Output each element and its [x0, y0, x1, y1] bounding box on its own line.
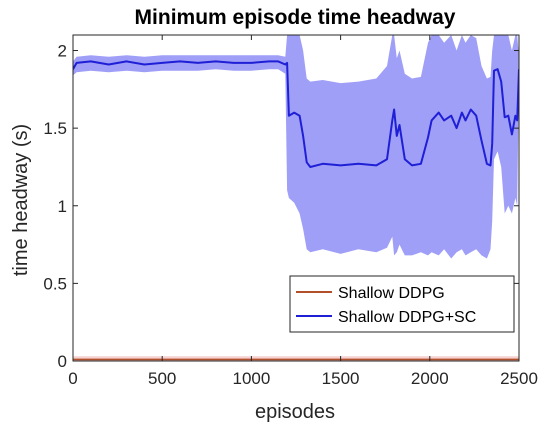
legend-box [289, 275, 515, 333]
x-tick-label: 0 [68, 369, 77, 388]
x-tick-label: 2000 [411, 369, 449, 388]
y-tick-label: 0.5 [43, 274, 67, 293]
x-tick-label: 1500 [322, 369, 360, 388]
y-tick-label: 0 [58, 352, 67, 371]
axes: 0 500 1000 1500 2000 2500 0 0.5 1 1.5 2 [43, 34, 538, 388]
legend-label-2: Shallow DDPG+SC [338, 309, 476, 326]
series-line-2 [73, 60, 519, 168]
legend-label-1: Shallow DDPG [338, 285, 445, 302]
chart-title: Minimum episode time headway [135, 6, 456, 29]
x-tick-label: 1000 [232, 369, 270, 388]
legend: Shallow DDPG Shallow DDPG+SC [289, 275, 515, 333]
series-band-2 [73, 35, 519, 259]
y-axis-label: time headway (s) [10, 124, 32, 276]
x-axis-label: episodes [255, 401, 335, 423]
series-lines [73, 60, 519, 361]
x-tick-label: 500 [148, 369, 176, 388]
plot-frame [72, 34, 520, 362]
y-tick-label: 2 [58, 42, 67, 61]
y-tick-label: 1 [58, 197, 67, 216]
x-tick-label: 2500 [500, 369, 538, 388]
y-tick-label: 1.5 [43, 119, 67, 138]
